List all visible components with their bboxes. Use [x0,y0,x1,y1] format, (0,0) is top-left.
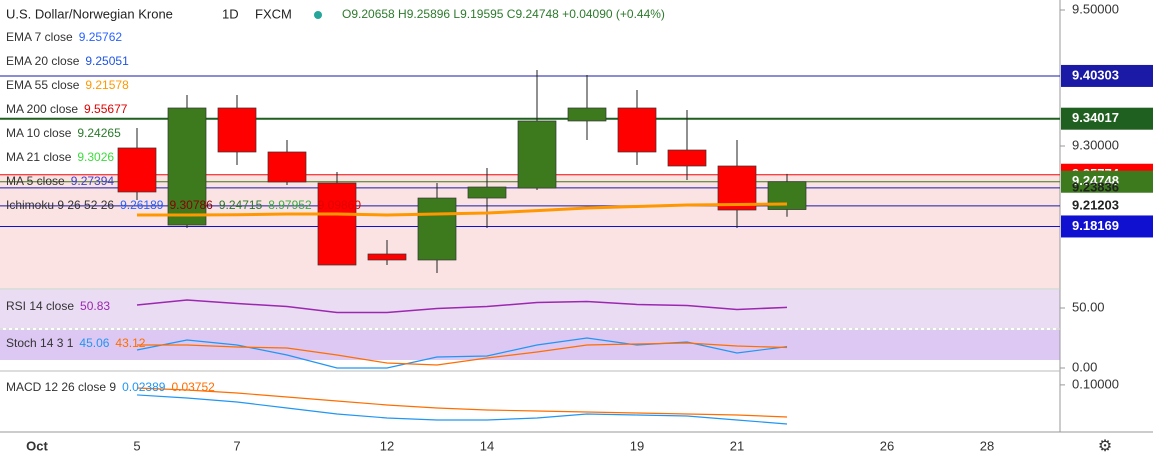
legend-value: 9.21578 [85,78,129,92]
y-tick-label: 0.00 [1072,359,1097,374]
level-box [1061,170,1153,193]
legend-value: 9.55677 [84,102,128,116]
legend-value: 9.26189 [120,198,164,212]
candle-body [667,149,707,167]
legend-label: MA 5 close [6,174,65,188]
legend-value: 9.27394 [71,174,115,188]
ema55-line [137,202,788,217]
pane-label: MACD 12 26 close 9 [6,380,116,394]
x-tick-label: 21 [730,438,744,453]
x-tick-label: 7 [233,438,240,453]
level-label: 9.24748 [1072,173,1119,188]
legend-label: EMA 20 close [6,54,80,68]
candle-body [567,107,607,122]
x-tick-label: 14 [480,438,494,453]
pane-value: 0.03752 [171,380,215,394]
settings-icon[interactable]: ⚙ [1098,438,1112,455]
x-tick-label: 28 [980,438,994,453]
level-box [1061,215,1153,238]
pane-value: 43.12 [115,336,145,350]
y-tick-label: 50.00 [1072,299,1105,314]
pane-value: 0.02389 [122,380,166,394]
legend-label: MA 200 close [6,102,78,116]
candle-body [617,107,657,153]
candle-body [317,182,357,266]
candle-body [717,165,757,211]
x-tick-label: 26 [880,438,894,453]
level-label: 9.23836 [1072,179,1119,194]
candle-body [167,107,207,226]
legend-value: 8.97952 [268,198,312,212]
candle-body [417,197,457,261]
indicator-line [137,342,788,366]
level-label: 9.21203 [1072,197,1119,212]
candle-body [467,186,507,199]
candle-body [517,120,557,189]
y-tick-label: 9.50000 [1072,1,1119,16]
legend-value: 9.30786 [169,198,213,212]
legend-label: MA 10 close [6,126,72,140]
y-tick-label: 9.30000 [1072,137,1119,152]
cloud [0,175,1060,288]
legend-value: 9.25762 [79,30,123,44]
legend-label: MA 21 close [6,150,72,164]
y-tick-label: 0.10000 [1072,376,1119,391]
candle-body [367,253,407,261]
candle-body [267,151,307,183]
symbol-title: U.S. Dollar/Norwegian Krone [6,6,173,21]
x-tick-label: Oct [26,438,48,453]
legend-value: 9.09860 [318,198,362,212]
candle-body [117,147,157,193]
status-dot [314,11,322,19]
level-box [1061,107,1153,130]
legend-label: EMA 55 close [6,78,80,92]
x-tick-label: 5 [133,438,140,453]
level-label: 9.34017 [1072,110,1119,125]
indicator-line [136,387,788,418]
legend-value: 9.24715 [219,198,263,212]
interval: 1D [222,6,239,21]
pane-value: 45.06 [79,336,109,350]
indicator-line [136,299,788,314]
indicator-line [136,394,788,425]
candle-body [217,107,257,153]
pane-value: 50.83 [80,299,110,313]
legend-label: EMA 7 close [6,30,73,44]
rsi-band [0,290,1060,328]
level-label: 9.18169 [1072,218,1119,233]
ohlc: O9.20658 H9.25896 L9.19595 C9.24748 +0.0… [342,7,665,21]
legend-label: Ichimoku 9 26 52 26 [6,198,114,212]
pane-label: RSI 14 close [6,299,74,313]
legend-value: 9.3026 [77,150,114,164]
legend-value: 9.25051 [85,54,129,68]
level-box [1061,64,1153,87]
pane-label: Stoch 14 3 1 [6,336,74,350]
legend-value: 9.24265 [77,126,121,140]
x-tick-label: 12 [380,438,394,453]
source: FXCM [255,6,292,21]
level-label: 9.40303 [1072,67,1119,82]
x-tick-label: 19 [630,438,644,453]
